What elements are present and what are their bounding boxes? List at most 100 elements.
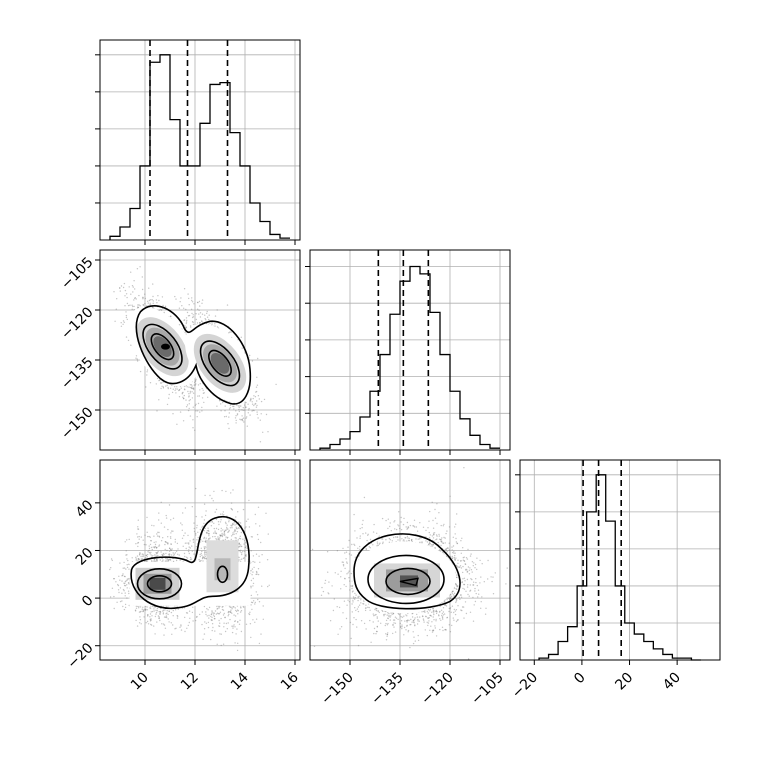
scatter-point — [175, 392, 177, 394]
scatter-point — [206, 316, 209, 318]
scatter-point — [120, 322, 122, 324]
scatter-point — [199, 322, 201, 324]
scatter-point — [171, 391, 174, 394]
scatter-point — [133, 309, 135, 311]
scatter-point — [134, 297, 136, 299]
scatter-point — [140, 536, 142, 538]
scatter-point — [163, 616, 166, 618]
scatter-point — [147, 614, 149, 616]
scatter-point — [229, 331, 231, 333]
scatter-point — [211, 623, 214, 625]
scatter-point — [201, 611, 203, 613]
scatter-point — [201, 557, 204, 560]
scatter-point — [138, 535, 140, 538]
scatter-point — [201, 320, 203, 322]
scatter-point — [238, 410, 240, 413]
scatter-point — [168, 553, 171, 555]
scatter-point — [198, 300, 201, 303]
scatter-point — [185, 399, 187, 401]
scatter-point — [185, 317, 188, 319]
scatter-point — [220, 617, 222, 620]
scatter-point — [222, 643, 225, 645]
scatter-point — [244, 409, 246, 411]
scatter-point — [155, 613, 157, 615]
scatter-point — [146, 553, 149, 556]
scatter-point — [240, 558, 243, 560]
scatter-point — [149, 304, 152, 306]
scatter-point — [251, 360, 254, 362]
scatter-point — [214, 325, 216, 327]
scatter-point — [231, 508, 233, 510]
scatter-point — [250, 636, 252, 639]
scatter-point — [201, 313, 204, 315]
scatter-point — [227, 615, 229, 617]
scatter-point — [255, 391, 257, 393]
scatter-point — [200, 559, 202, 562]
scatter-point — [267, 431, 269, 433]
scatter-point — [122, 323, 124, 325]
scatter-point — [203, 546, 205, 548]
scatter-point — [146, 531, 148, 533]
scatter-point — [189, 415, 192, 417]
scatter-point — [219, 611, 222, 613]
scatter-point — [231, 608, 233, 610]
scatter-point — [250, 397, 252, 400]
scatter-point — [122, 567, 124, 569]
scatter-point — [230, 538, 232, 541]
scatter-point — [203, 519, 206, 521]
scatter-point — [167, 543, 169, 545]
scatter-point — [197, 402, 200, 405]
scatter-point — [183, 388, 186, 390]
scatter-point — [236, 414, 239, 416]
scatter-point — [158, 544, 161, 546]
scatter-point — [146, 560, 149, 562]
scatter-point — [260, 400, 263, 403]
scatter-point — [194, 384, 196, 386]
scatter-point — [253, 404, 255, 407]
scatter-point — [214, 315, 217, 317]
scatter-point — [172, 388, 174, 390]
scatter-point — [191, 545, 193, 547]
scatter-point — [122, 286, 125, 289]
scatter-point — [239, 619, 241, 621]
scatter-point — [126, 318, 128, 321]
scatter-point — [211, 497, 213, 500]
scatter-point — [179, 301, 181, 303]
scatter-point — [216, 643, 218, 645]
scatter-point — [224, 410, 226, 412]
scatter-point — [233, 408, 235, 410]
scatter-point — [191, 316, 194, 319]
scatter-point — [120, 285, 123, 287]
scatter-point — [124, 606, 127, 609]
scatter-point — [188, 304, 190, 306]
scatter-point — [161, 385, 163, 387]
scatter-point — [254, 396, 257, 398]
scatter-point — [142, 609, 145, 611]
scatter-point — [149, 618, 151, 621]
scatter-point — [245, 417, 247, 419]
scatter-point — [158, 379, 160, 382]
scatter-point — [198, 559, 200, 561]
scatter-point — [266, 559, 269, 561]
scatter-point — [179, 626, 181, 628]
scatter-point — [142, 610, 144, 612]
scatter-point — [171, 554, 173, 556]
scatter-point — [257, 357, 259, 360]
scatter-point — [214, 630, 216, 632]
scatter-point — [243, 421, 245, 423]
scatter-point — [201, 406, 203, 409]
scatter-point — [249, 354, 251, 357]
scatter-point — [237, 511, 239, 513]
scatter-point — [133, 299, 135, 301]
scatter-point — [239, 405, 241, 407]
scatter-point — [191, 312, 193, 315]
scatter-point — [218, 523, 220, 526]
scatter-point — [196, 301, 199, 304]
scatter-point — [154, 546, 156, 548]
scatter-point — [193, 522, 195, 524]
scatter-point — [210, 613, 212, 616]
scatter-point — [191, 321, 194, 323]
scatter-point — [216, 405, 218, 407]
contour-inner — [208, 349, 232, 377]
scatter-point — [164, 616, 167, 618]
